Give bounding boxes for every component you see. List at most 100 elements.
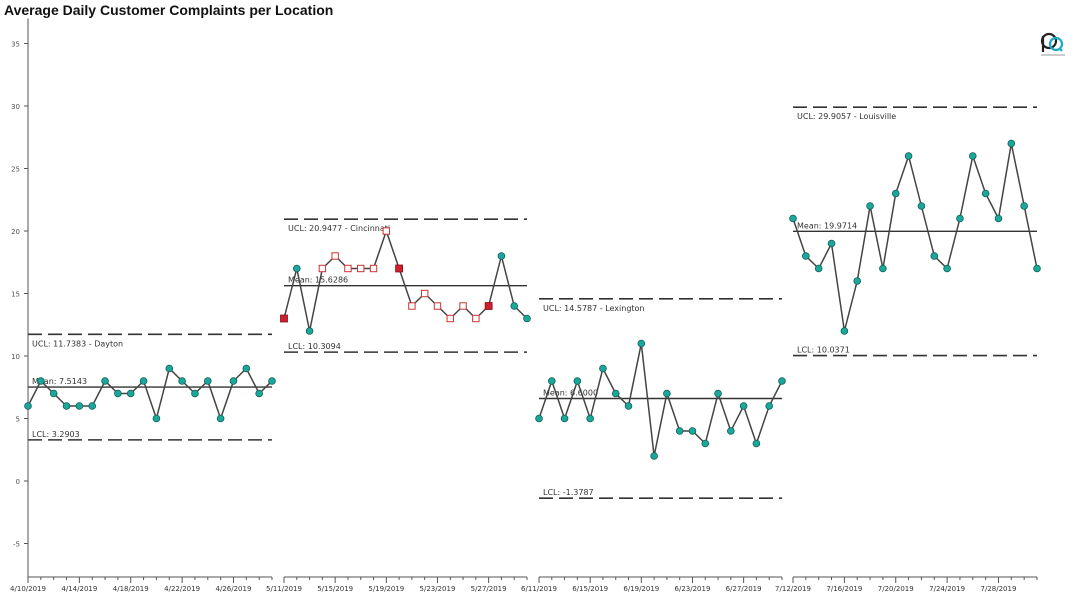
x-tick-label: 5/11/2019: [266, 585, 302, 593]
data-point: [802, 252, 810, 260]
data-point: [650, 452, 658, 460]
x-tick-label: 5/27/2019: [471, 585, 507, 593]
lcl-label: LCL: 10.0371: [797, 346, 850, 355]
data-point: [1033, 264, 1041, 273]
x-tick-label: 5/19/2019: [368, 585, 404, 593]
x-tick-label: 6/19/2019: [623, 585, 659, 593]
ucl-label: UCL: 20.9477 - Cincinnati: [288, 224, 390, 233]
series-line: [792, 143, 1038, 332]
warning-point: [318, 264, 327, 273]
warning-point: [344, 264, 352, 273]
x-tick-label: 6/27/2019: [726, 585, 762, 593]
data-point: [994, 214, 1003, 223]
data-point: [229, 377, 238, 385]
data-point: [866, 202, 874, 210]
data-point: [88, 402, 97, 410]
data-point: [840, 327, 849, 335]
violation-point: [395, 264, 404, 273]
data-point: [139, 377, 148, 385]
warning-point: [357, 264, 365, 273]
data-point: [714, 389, 722, 398]
series-line: [538, 343, 783, 457]
warning-point: [446, 314, 454, 323]
data-point: [49, 389, 58, 398]
data-point: [114, 389, 122, 398]
warning-point: [369, 264, 378, 273]
data-point: [637, 339, 646, 348]
mean-label: Mean: 15.6286: [288, 276, 348, 285]
data-point: [523, 314, 531, 323]
chart-title: Average Daily Customer Complaints per Lo…: [4, 2, 334, 18]
x-tick-label: 4/10/2019: [10, 585, 46, 593]
y-tick-label: 25: [11, 166, 20, 174]
data-point: [688, 427, 697, 435]
y-tick-label: 5: [16, 416, 20, 424]
x-tick-label: 5/15/2019: [317, 585, 353, 593]
lcl-label: LCL: 10.3094: [288, 342, 341, 351]
data-point: [814, 264, 823, 273]
data-point: [37, 377, 45, 385]
data-point: [75, 402, 84, 410]
lcl-label: LCL: 3.2903: [32, 430, 80, 439]
mean-label: Mean: 6.6000: [543, 389, 598, 398]
data-point: [165, 364, 174, 373]
data-point: [268, 377, 276, 385]
violation-point: [484, 302, 493, 310]
y-tick-label: 30: [11, 103, 20, 111]
data-point: [1007, 139, 1016, 148]
x-tick-label: 6/11/2019: [521, 585, 557, 593]
warning-point: [408, 302, 416, 310]
mean-label: Mean: 19.9714: [797, 221, 857, 230]
data-point: [191, 389, 199, 398]
x-tick-label: 7/24/2019: [929, 585, 965, 593]
series-line: [27, 367, 273, 422]
data-point: [586, 414, 594, 423]
data-point: [611, 389, 620, 398]
data-point: [101, 377, 109, 385]
data-point: [891, 189, 900, 198]
x-tick-label: 4/26/2019: [216, 585, 252, 593]
data-point: [663, 389, 671, 398]
data-point: [24, 402, 32, 410]
warning-point: [420, 289, 429, 298]
warning-point: [331, 252, 339, 260]
x-tick-label: 7/12/2019: [775, 585, 811, 593]
data-point: [930, 252, 939, 260]
data-point: [152, 414, 161, 423]
warning-point: [472, 314, 480, 323]
data-point: [510, 302, 519, 310]
data-point: [968, 152, 977, 160]
data-point: [203, 377, 212, 385]
data-point: [981, 189, 990, 198]
data-point: [497, 252, 506, 260]
data-point: [827, 239, 836, 248]
x-tick-label: 5/23/2019: [420, 585, 456, 593]
data-point: [853, 277, 862, 285]
data-point: [535, 414, 543, 423]
data-point: [292, 264, 301, 273]
y-tick-label: 10: [11, 353, 20, 361]
y-tick-label: 35: [11, 41, 20, 49]
data-point: [178, 377, 186, 385]
x-tick-label: 6/15/2019: [572, 585, 608, 593]
x-tick-label: 4/22/2019: [164, 585, 200, 593]
x-tick-label: 4/18/2019: [113, 585, 149, 593]
data-point: [701, 439, 710, 448]
data-point: [739, 402, 748, 410]
data-point: [305, 327, 314, 335]
violation-point: [280, 314, 288, 323]
data-point: [216, 414, 225, 423]
lcl-label: LCL: -1.3787: [543, 488, 594, 497]
data-point: [943, 264, 951, 273]
y-tick-label: 15: [11, 291, 20, 299]
y-tick-label: 20: [11, 228, 20, 236]
data-point: [560, 414, 569, 423]
x-tick-label: 4/14/2019: [61, 585, 97, 593]
data-point: [547, 377, 556, 385]
warning-point: [433, 302, 442, 310]
data-point: [624, 402, 633, 410]
data-point: [242, 364, 251, 373]
data-point: [255, 389, 263, 398]
data-point: [904, 152, 913, 160]
data-point: [879, 264, 887, 273]
